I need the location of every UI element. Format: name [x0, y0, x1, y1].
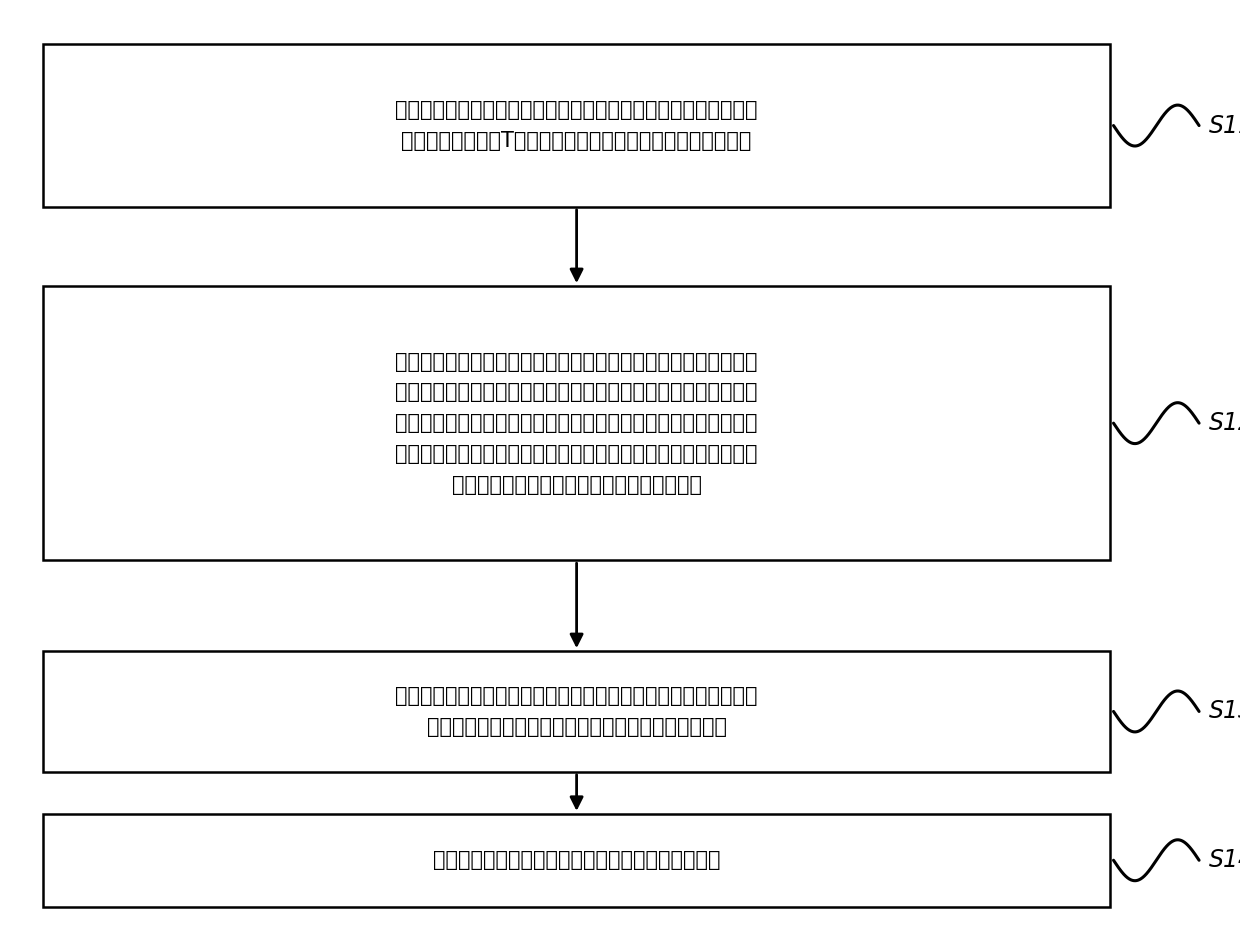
- Text: 墙龙骨包括待连接T型墙龙骨模型和待连接十字型墙龙骨模型。: 墙龙骨包括待连接T型墙龙骨模型和待连接十字型墙龙骨模型。: [402, 131, 751, 151]
- Text: 根据所述相邻信息，确定连接所述待连接龙骨立柱模型和所述待连: 根据所述相邻信息，确定连接所述待连接龙骨立柱模型和所述待连: [396, 686, 758, 706]
- Text: 根据所述待连接龙骨立柱模型的模型表面信息和所述待连接墙龙骨: 根据所述待连接龙骨立柱模型的模型表面信息和所述待连接墙龙骨: [396, 352, 758, 372]
- Text: S14: S14: [1209, 848, 1240, 872]
- Bar: [43, 286, 1110, 560]
- Text: 根据所述放置点和所述放置方向，生成所述连接节点: 根据所述放置点和所述放置方向，生成所述连接节点: [433, 850, 720, 870]
- Text: 延展之后的相交状态确定实体模型之间相邻关系的算法；所述相邻: 延展之后的相交状态确定实体模型之间相邻关系的算法；所述相邻: [396, 444, 758, 464]
- Text: S11: S11: [1209, 113, 1240, 138]
- Text: S13: S13: [1209, 699, 1240, 724]
- Bar: [43, 45, 1110, 207]
- Text: S12: S12: [1209, 411, 1240, 435]
- Bar: [43, 651, 1110, 772]
- Text: 信息用于表征不同的实体模型之间的相邻状态: 信息用于表征不同的实体模型之间的相邻状态: [451, 474, 702, 495]
- Bar: [43, 814, 1110, 907]
- Text: 连接墙龙骨模型的相邻信息；其中，所述相邻算法为根据模型表面: 连接墙龙骨模型的相邻信息；其中，所述相邻算法为根据模型表面: [396, 413, 758, 433]
- Text: 获取待连接龙骨立柱模型和待连接墙龙骨模型；其中，所述待连接: 获取待连接龙骨立柱模型和待连接墙龙骨模型；其中，所述待连接: [396, 100, 758, 120]
- Text: 接墙龙骨模型之间所需的连接节点的放置点和放置方向: 接墙龙骨模型之间所需的连接节点的放置点和放置方向: [427, 717, 727, 737]
- Text: 模型，采用预设的相邻算法确定所述待连接龙骨立柱模型和所述待: 模型，采用预设的相邻算法确定所述待连接龙骨立柱模型和所述待: [396, 382, 758, 403]
